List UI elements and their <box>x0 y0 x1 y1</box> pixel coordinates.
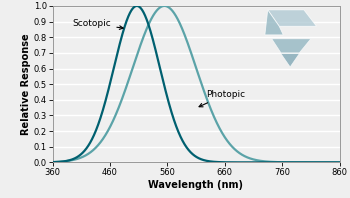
Polygon shape <box>265 10 283 35</box>
Polygon shape <box>268 10 316 26</box>
Text: Photopic: Photopic <box>199 90 245 107</box>
Text: Scotopic: Scotopic <box>72 19 123 29</box>
Polygon shape <box>281 54 299 67</box>
Y-axis label: Relative Response: Relative Response <box>21 33 31 135</box>
X-axis label: Wavelength (nm): Wavelength (nm) <box>148 180 244 190</box>
Polygon shape <box>272 39 311 53</box>
